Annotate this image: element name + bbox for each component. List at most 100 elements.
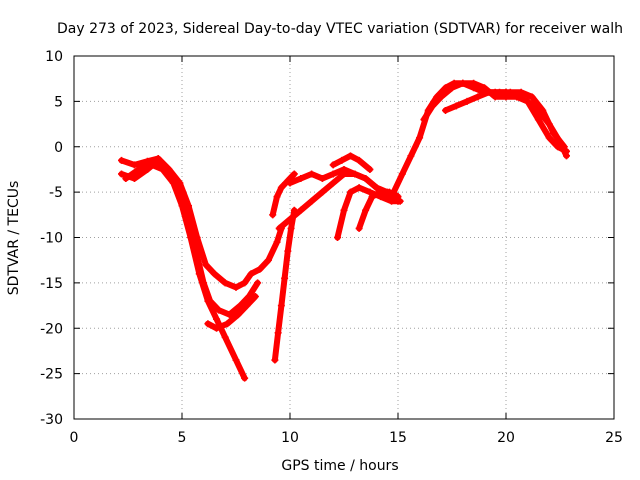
data-point <box>154 156 162 164</box>
data-point <box>281 274 289 282</box>
data-point <box>398 170 406 178</box>
data-point <box>377 188 385 196</box>
series-layer <box>118 79 570 382</box>
data-point <box>254 279 262 287</box>
data-point <box>355 156 363 164</box>
data-point <box>243 302 251 310</box>
x-axis-label: GPS time / hours <box>281 458 398 474</box>
data-point <box>213 315 221 323</box>
data-point <box>334 234 342 241</box>
y-tick-label: -5 <box>49 185 63 201</box>
y-tick-label: -10 <box>40 231 63 247</box>
y-tick-label: -30 <box>40 412 63 428</box>
data-point <box>297 206 305 214</box>
data-point <box>528 93 536 101</box>
data-point <box>213 324 221 332</box>
x-tick-label: 10 <box>281 430 299 446</box>
data-point <box>366 165 374 173</box>
data-point <box>215 306 223 314</box>
data-point <box>437 93 445 101</box>
data-point <box>232 283 240 291</box>
data-point <box>234 311 242 319</box>
data-point <box>135 165 143 173</box>
data-point <box>178 202 186 210</box>
x-tick-label: 0 <box>70 430 79 446</box>
data-point <box>318 175 326 183</box>
data-point <box>463 97 471 105</box>
data-point <box>506 88 514 96</box>
tick-layer: 0 5 10 15 20 25 -30 -25 -20 -15 -10 -5 0 5 10 <box>40 49 623 446</box>
data-point <box>329 170 337 178</box>
data-point <box>223 320 231 328</box>
data-point <box>420 116 428 124</box>
data-point <box>236 302 244 310</box>
data-point <box>470 79 478 87</box>
data-point <box>273 238 281 246</box>
grid-layer <box>74 56 614 419</box>
data-point <box>338 156 346 164</box>
x-tick-label: 15 <box>389 430 407 446</box>
data-point <box>517 88 525 96</box>
data-point <box>210 270 218 278</box>
y-tick-label: -20 <box>40 321 63 337</box>
data-point <box>485 88 493 96</box>
data-point <box>286 179 294 187</box>
data-point <box>148 161 156 169</box>
data-point <box>204 320 212 328</box>
data-point <box>247 270 255 278</box>
data-point <box>256 265 264 273</box>
data-point <box>372 184 380 192</box>
data-point <box>416 134 424 142</box>
data-point <box>524 97 532 105</box>
data-point <box>362 175 370 183</box>
x-tick-label: 25 <box>605 430 623 446</box>
data-point <box>346 188 354 196</box>
data-point <box>251 292 259 300</box>
data-point <box>286 215 294 223</box>
data-point <box>202 261 210 269</box>
data-point <box>269 211 277 219</box>
data-point <box>362 206 370 214</box>
data-point <box>226 311 234 319</box>
data-point <box>429 102 437 110</box>
data-point <box>241 279 249 287</box>
data-point <box>351 170 359 178</box>
data-point <box>539 106 547 114</box>
data-point <box>388 197 396 205</box>
data-point <box>187 234 195 241</box>
data-point <box>232 356 240 364</box>
data-point <box>221 279 229 287</box>
data-point <box>169 179 177 187</box>
data-point <box>297 175 305 183</box>
data-point <box>534 116 542 124</box>
y-tick-label: 5 <box>54 94 63 110</box>
data-point <box>221 333 229 341</box>
series-arc-11 <box>330 152 373 173</box>
data-point <box>241 374 249 382</box>
y-tick-label: 0 <box>54 140 63 156</box>
data-point <box>355 184 363 192</box>
data-point <box>474 93 482 101</box>
x-tick-label: 5 <box>178 430 187 446</box>
data-point <box>394 193 402 201</box>
data-point <box>130 161 138 169</box>
data-point <box>366 188 374 196</box>
data-point <box>346 152 354 160</box>
data-point <box>264 256 272 264</box>
data-point <box>329 161 337 169</box>
data-point <box>448 84 456 92</box>
data-point <box>355 224 363 232</box>
data-point <box>118 156 126 164</box>
data-point <box>274 329 282 337</box>
data-point <box>407 152 415 160</box>
data-point <box>329 179 337 187</box>
data-point <box>277 302 285 310</box>
data-point <box>122 175 130 183</box>
data-point <box>130 175 138 183</box>
data-point <box>545 134 553 142</box>
data-point <box>275 224 283 232</box>
data-point <box>204 297 212 305</box>
data-point <box>562 152 570 160</box>
